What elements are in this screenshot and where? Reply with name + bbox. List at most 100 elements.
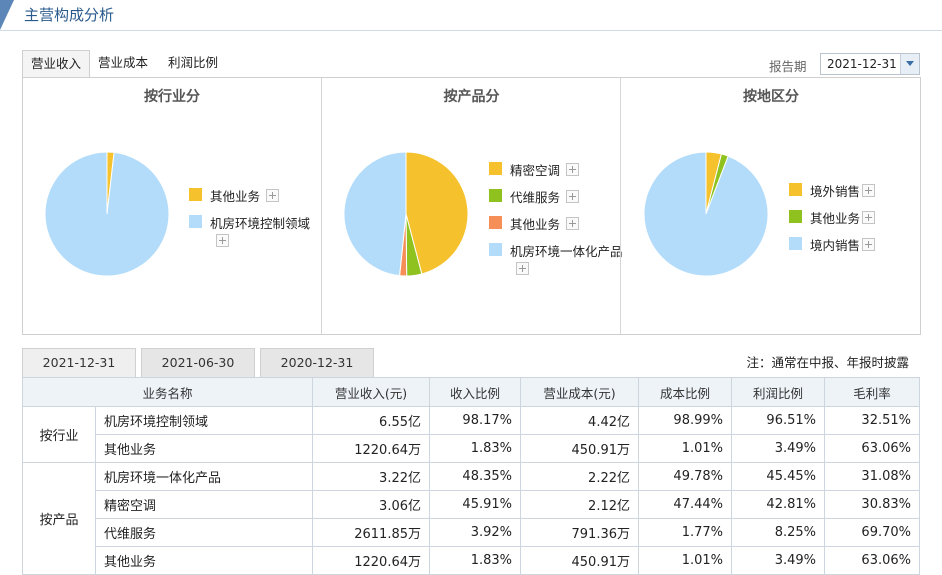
value-cell: 69.70% — [824, 518, 920, 547]
business-name-cell: 其他业务 — [95, 546, 313, 575]
value-cell: 98.99% — [638, 406, 732, 435]
value-cell: 3.49% — [731, 434, 825, 463]
table-row: 按行业 机房环境控制领域 6.55亿 98.17% 4.42亿 98.99% 96.51% 3… — [22, 406, 920, 463]
period-tabs: 2021-12-31 2021-06-30 2020-12-31 注：通常在中报… — [22, 348, 919, 379]
pie-slice[interactable] — [405, 151, 469, 275]
value-cell: 30.83% — [824, 490, 920, 519]
report-period-select[interactable]: 2021-12-31 — [820, 53, 920, 75]
pie-title-product: 按产品分 — [443, 89, 500, 105]
value-cell: 3.92% — [429, 518, 521, 547]
legend-label: 其他业务 — [510, 217, 561, 232]
col-header: 成本比例 — [638, 377, 732, 407]
legend-swatch — [789, 210, 802, 223]
business-name-cell: 机房环境一体化产品 — [95, 462, 313, 491]
expand-icon[interactable] — [566, 217, 579, 230]
value-cell: 49.78% — [638, 462, 732, 491]
table-header-row: 业务名称 营业收入(元) 收入比例 营业成本(元) 成本比例 利润比例 毛利率 — [22, 377, 920, 407]
value-cell: 31.08% — [824, 462, 920, 491]
disclosure-note: 注：通常在中报、年报时披露 — [746, 355, 909, 370]
value-cell: 2.22亿 — [520, 462, 639, 491]
value-cell: 96.51% — [731, 406, 825, 435]
tab-period-2021-06-30[interactable]: 2021-06-30 — [141, 348, 255, 379]
expand-icon[interactable] — [862, 211, 875, 224]
business-name-cell: 代维服务 — [95, 518, 313, 547]
value-cell: 3.49% — [731, 546, 825, 575]
legend-swatch — [189, 215, 202, 228]
report-period-label: 报告期 — [769, 59, 807, 74]
table-row: 代维服务 2611.85万 3.92% 791.36万 1.77% 8.25% 69.70% — [23, 518, 920, 547]
legend-label: 代维服务 — [510, 190, 561, 205]
pie-column-product: 按产品分 精密空调 代维服务 其他业务 — [321, 78, 623, 334]
legend-label: 境内销售 — [810, 238, 861, 253]
legend-swatch — [789, 183, 802, 196]
legend-label: 机房环境控制领域 — [210, 216, 311, 231]
pie-title-industry: 按行业分 — [144, 89, 200, 105]
composition-table: 业务名称 营业收入(元) 收入比例 营业成本(元) 成本比例 利润比例 毛利率 … — [22, 377, 920, 575]
tab-period-2021-12-31[interactable]: 2021-12-31 — [22, 348, 136, 379]
tab-cost[interactable]: 营业成本 — [97, 55, 148, 70]
chevron-down-icon[interactable] — [900, 54, 919, 74]
value-cell: 47.44% — [638, 490, 732, 519]
expand-icon[interactable] — [566, 163, 579, 176]
section-header: 主营构成分析 — [0, 0, 942, 31]
pie-chart-region — [643, 151, 769, 277]
value-cell: 48.35% — [429, 462, 521, 491]
value-cell: 45.45% — [731, 462, 825, 491]
value-cell: 1.77% — [638, 518, 732, 547]
value-cell: 63.06% — [824, 434, 920, 463]
value-cell: 98.17% — [429, 406, 521, 435]
business-name-cell: 精密空调 — [95, 490, 313, 519]
value-cell: 8.25% — [731, 518, 825, 547]
col-header: 毛利率 — [824, 377, 920, 407]
pie-slice[interactable] — [343, 151, 407, 277]
legend-label: 其他业务 — [210, 189, 261, 204]
legend-label: 其他业务 — [810, 211, 861, 226]
value-cell: 45.91% — [429, 490, 521, 519]
legend-label: 机房环境一体化产品 — [510, 244, 623, 259]
expand-icon[interactable] — [862, 238, 875, 251]
header-accent — [0, 0, 14, 30]
col-header: 营业成本(元) — [520, 377, 639, 407]
value-cell: 3.06亿 — [312, 490, 430, 519]
legend-swatch — [789, 237, 802, 250]
col-header: 业务名称 — [22, 377, 313, 407]
col-header: 利润比例 — [731, 377, 825, 407]
expand-icon[interactable] — [266, 189, 279, 202]
value-cell: 32.51% — [824, 406, 920, 435]
legend-swatch — [489, 216, 502, 229]
pie-slice[interactable] — [44, 151, 170, 277]
section-title: 主营构成分析 — [24, 6, 115, 24]
tab-profit-ratio[interactable]: 利润比例 — [167, 55, 218, 70]
expand-icon[interactable] — [216, 234, 229, 247]
col-header: 收入比例 — [429, 377, 521, 407]
table-row: 其他业务 1220.64万 1.83% 450.91万 1.01% 3.49% 63.06% — [23, 546, 920, 575]
report-period-value: 2021-12-31 — [827, 57, 897, 71]
expand-icon[interactable] — [862, 184, 875, 197]
legend-label: 精密空调 — [510, 163, 561, 178]
legend-swatch — [489, 162, 502, 175]
expand-icon[interactable] — [566, 190, 579, 203]
col-header: 营业收入(元) — [312, 377, 430, 407]
group-label: 按行业 — [22, 406, 96, 463]
value-cell: 791.36万 — [520, 518, 639, 547]
value-cell: 1220.64万 — [312, 546, 430, 575]
value-cell: 6.55亿 — [312, 406, 430, 435]
legend-swatch — [489, 243, 502, 256]
pie-column-industry: 按行业分 其他业务 机房环境控制领域 — [23, 78, 321, 334]
value-cell: 1.83% — [429, 546, 521, 575]
tab-period-2020-12-31[interactable]: 2020-12-31 — [260, 348, 374, 379]
pie-chart-industry — [44, 151, 170, 277]
value-cell: 2.12亿 — [520, 490, 639, 519]
pie-title-region: 按地区分 — [743, 89, 799, 105]
legend-swatch — [189, 188, 202, 201]
pie-slice[interactable] — [643, 151, 769, 277]
legend-label: 境外销售 — [810, 184, 861, 199]
group-label: 按产品 — [22, 462, 96, 575]
table-row: 其他业务 1220.64万 1.83% 450.91万 1.01% 3.49% 63.06% — [23, 434, 920, 463]
expand-icon[interactable] — [516, 262, 529, 275]
value-cell: 450.91万 — [520, 546, 639, 575]
value-cell: 2611.85万 — [312, 518, 430, 547]
value-cell: 1.83% — [429, 434, 521, 463]
tab-revenue[interactable]: 营业收入 — [22, 50, 90, 78]
value-cell: 450.91万 — [520, 434, 639, 463]
